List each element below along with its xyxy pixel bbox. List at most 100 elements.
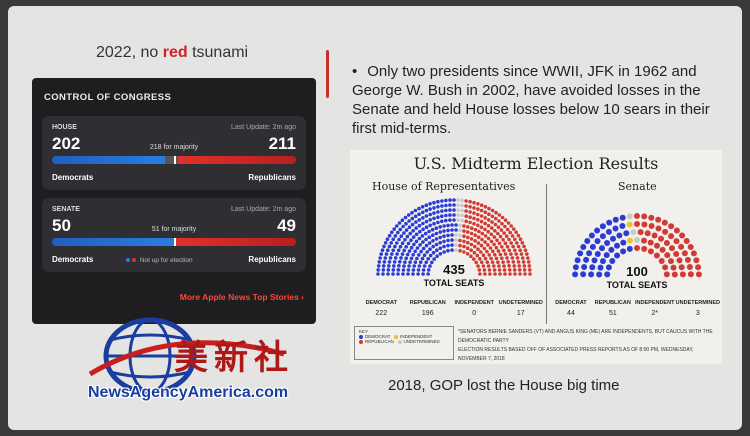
- seat-dot: [668, 258, 674, 265]
- seat-dot: [409, 238, 413, 242]
- senate-last-update: Last Update: 2m ago: [231, 206, 296, 213]
- seat-dot: [520, 256, 525, 260]
- seat-dot: [513, 237, 517, 242]
- seat-dot: [404, 221, 408, 226]
- seat-dot: [486, 218, 491, 222]
- house-subtitle: House of Representatives: [372, 180, 516, 193]
- seat-dot: [462, 224, 466, 228]
- seat-dot: [398, 244, 403, 249]
- senate-seat-arc: 100 TOTAL SEATS: [572, 213, 702, 290]
- senate-card[interactable]: SENATE Last Update: 2m ago 50 49 51 for …: [42, 198, 306, 272]
- senate-dem-label: Democrats: [52, 255, 94, 264]
- seat-dot: [488, 246, 493, 250]
- house-rep-label: Republicans: [248, 173, 296, 182]
- seat-dot: [490, 208, 495, 213]
- seat-dot: [432, 221, 436, 226]
- seat-dot: [401, 224, 405, 229]
- house-dem-label: Democrats: [52, 173, 94, 182]
- seat-dot: [402, 231, 406, 235]
- seat-dot: [462, 239, 466, 244]
- seat-dot: [446, 233, 450, 238]
- seat-dot: [391, 248, 395, 253]
- seat-dot: [446, 243, 450, 248]
- seat-dot: [497, 219, 501, 223]
- senate-col-name: UNDETERMINED: [675, 300, 720, 306]
- seat-dot: [431, 239, 435, 243]
- seat-dot: [431, 244, 435, 249]
- seat-dot: [609, 258, 616, 264]
- seat-dot: [525, 252, 529, 256]
- seat-dot: [476, 202, 480, 206]
- seat-dot: [411, 235, 416, 239]
- seat-dot: [444, 208, 448, 213]
- seat-dot: [482, 246, 487, 251]
- senate-col-ind: INDEPENDENT 2*: [634, 300, 676, 317]
- seat-dot: [426, 268, 431, 272]
- seat-dot: [630, 229, 637, 236]
- seat-dot: [661, 219, 668, 226]
- seat-dot: [404, 228, 409, 232]
- seat-dot: [523, 248, 528, 252]
- seat-dot: [424, 208, 429, 213]
- senate-col-dem: DEMOCRAT 44: [550, 300, 592, 317]
- seat-dot: [619, 214, 626, 221]
- seat-dot: [648, 223, 655, 229]
- chart-key: KEY DEMOCRAT INDEPENDENT REPUBLICAN UNDE…: [354, 326, 454, 360]
- seat-dot: [501, 238, 505, 242]
- red-divider: [326, 50, 329, 98]
- seat-dot: [508, 230, 512, 235]
- seat-dot: [406, 241, 411, 246]
- seat-dot: [515, 241, 519, 245]
- seat-dot: [435, 254, 439, 258]
- seat-dot: [478, 257, 482, 261]
- seat-dot: [421, 216, 425, 220]
- seat-dot: [448, 208, 452, 212]
- seat-dot: [405, 234, 410, 239]
- senate-col-value: 3: [695, 310, 700, 317]
- seat-dot: [518, 237, 523, 241]
- seat-dot: [473, 239, 477, 243]
- house-columns: DEMOCRAT 222 REPUBLICAN 196 INDEPENDENT 0 U…: [358, 300, 544, 317]
- seat-dot: [402, 248, 406, 253]
- seat-dot: [472, 250, 477, 255]
- seat-dot: [526, 260, 531, 264]
- seat-dot: [414, 232, 419, 237]
- seat-dot: [427, 235, 432, 239]
- seat-dot: [513, 248, 517, 253]
- house-col-name: REPUBLICAN: [409, 300, 446, 306]
- seat-dot: [428, 264, 432, 268]
- seat-dot: [584, 238, 591, 244]
- seat-dot: [507, 248, 512, 253]
- seat-dot: [589, 243, 596, 250]
- house-card[interactable]: HOUSE Last Update: 2m ago 202 211 218 fo…: [42, 116, 306, 190]
- seat-dot: [464, 209, 468, 213]
- globe-logo-icon: [88, 317, 285, 395]
- seat-dot: [396, 230, 400, 235]
- seat-dot: [522, 268, 527, 272]
- seat-dot: [460, 203, 464, 208]
- seat-dot: [456, 203, 460, 207]
- seat-dot: [458, 233, 462, 238]
- more-top-stories-link[interactable]: More Apple News Top Stories ›: [179, 292, 304, 302]
- seat-dot: [490, 260, 495, 264]
- seat-dot: [479, 225, 484, 229]
- seat-dot: [444, 213, 448, 218]
- seat-dot: [396, 268, 401, 272]
- seat-dot: [468, 215, 472, 219]
- seat-dot: [410, 222, 415, 227]
- seat-dot: [450, 248, 454, 252]
- seat-dot: [448, 203, 452, 207]
- senate-col-name: INDEPENDENT: [635, 300, 675, 306]
- seat-dot: [479, 219, 484, 224]
- seat-dot: [432, 216, 436, 221]
- seat-dot: [503, 224, 507, 229]
- seat-dot: [517, 264, 521, 268]
- seat-dot: [417, 223, 422, 228]
- seat-dot: [387, 260, 392, 264]
- seat-dot: [460, 213, 464, 218]
- seat-dot: [476, 212, 480, 217]
- seat-dot: [518, 272, 522, 276]
- seat-dot: [479, 203, 484, 207]
- seat-dot: [392, 264, 396, 268]
- key-ind-label: INDEPENDENT: [400, 334, 433, 339]
